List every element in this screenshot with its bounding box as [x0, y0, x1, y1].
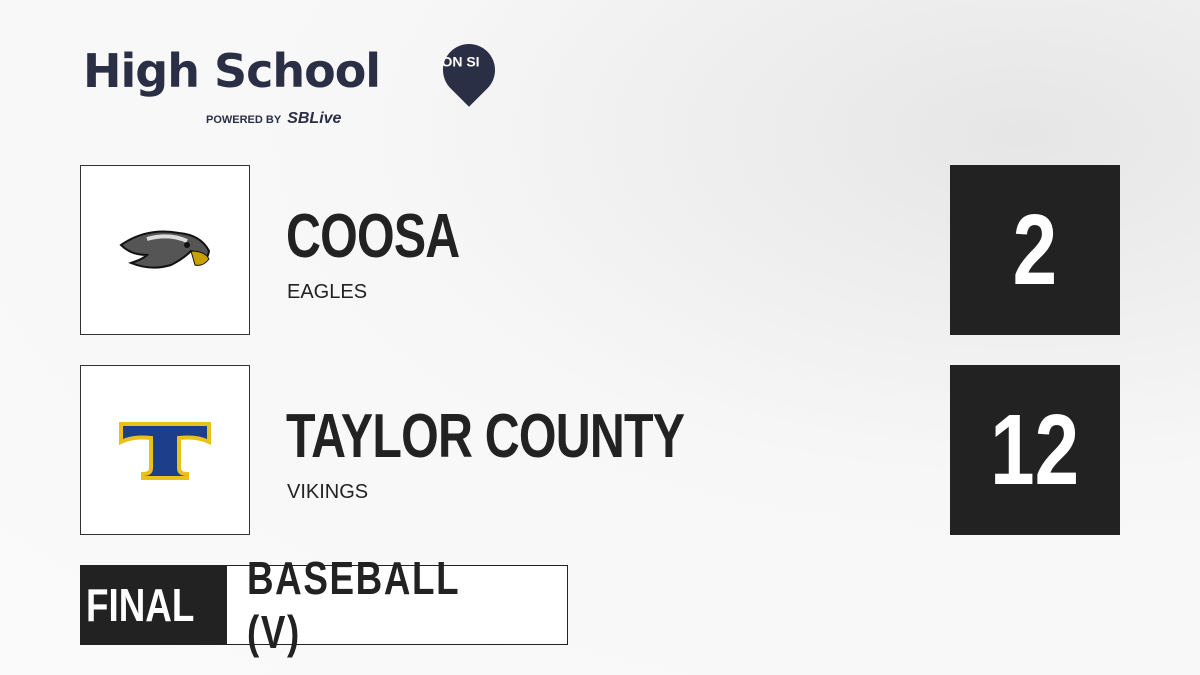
team-mascot: VIKINGS	[287, 481, 369, 503]
sblive-logo: SBLive	[287, 110, 342, 127]
team-name: COOSA	[286, 202, 460, 271]
sport-label: BASEBALL (V)	[247, 552, 460, 658]
powered-by: POWERED BY SBLive	[206, 110, 342, 127]
team-name: TAYLOR COUNTY	[286, 402, 685, 471]
final-badge: FINAL	[81, 566, 227, 644]
team-logo-taylor-county	[80, 365, 250, 535]
team-mascot: EAGLES	[287, 281, 368, 303]
letter-t-icon	[119, 422, 211, 480]
game-status-bar: FINAL BASEBALL (V)	[80, 552, 568, 658]
brand-title: High School	[83, 44, 381, 98]
team-logo-coosa	[80, 165, 250, 335]
eagle-head-icon	[119, 230, 211, 269]
team-score: 2	[950, 165, 1120, 335]
team-score: 12	[950, 365, 1120, 535]
brand-logo: High School ON SI POWERED BY SBLive	[83, 33, 506, 127]
